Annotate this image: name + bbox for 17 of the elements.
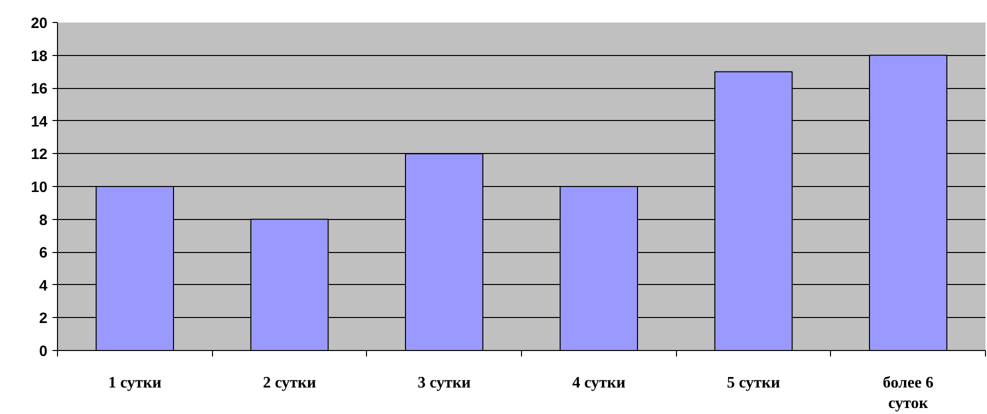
y-tick-label: 0 (39, 343, 48, 360)
y-tick-label: 6 (39, 244, 48, 262)
x-tick-label: 3 сутки (418, 374, 471, 392)
y-tick-label: 8 (39, 212, 48, 229)
y-tick-label: 2 (39, 310, 48, 328)
y-tick-label: 16 (30, 80, 48, 98)
y-tick-label: 20 (30, 15, 48, 32)
y-tick-label: 4 (39, 277, 48, 294)
y-tick-label: 18 (30, 48, 48, 65)
y-tick-label: 10 (30, 179, 48, 196)
x-tick-label: более 6 суток (882, 374, 934, 412)
x-tick-label: 5 сутки (726, 374, 780, 392)
x-tick-label: 1 сутки (108, 374, 162, 392)
y-tick-label: 12 (30, 146, 48, 164)
x-tick-label: 4 сутки (572, 374, 626, 392)
x-tick-label: 2 сутки (262, 374, 316, 392)
y-tick-label: 14 (30, 113, 48, 130)
